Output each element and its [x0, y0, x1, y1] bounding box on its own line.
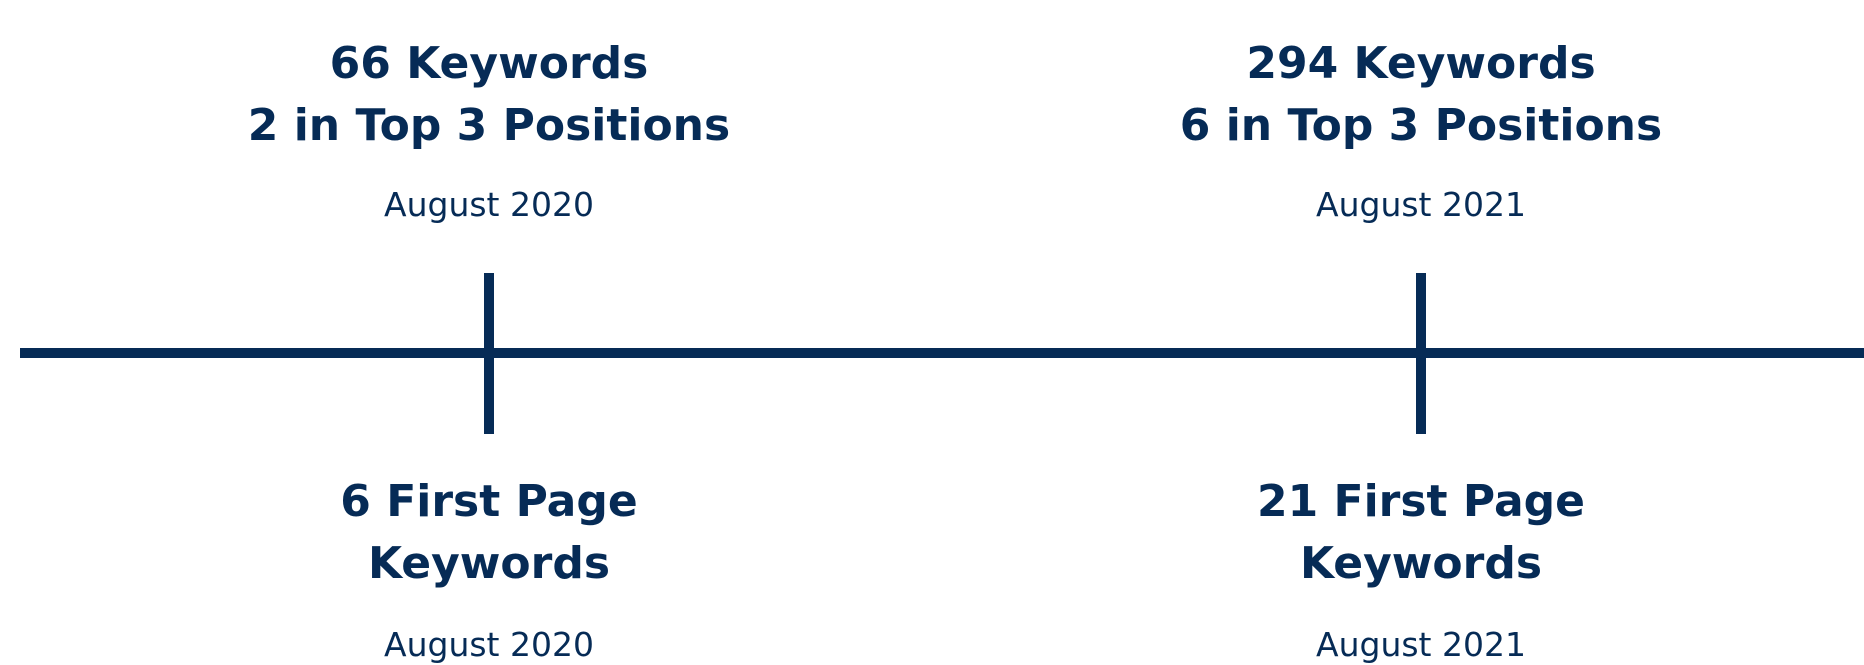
milestone-heading: 2 in Top 3 Positions: [248, 100, 730, 151]
milestone-date: August 2020: [384, 185, 594, 224]
milestone-heading: 6 First Page: [340, 476, 637, 527]
milestone-heading: 6 in Top 3 Positions: [1180, 100, 1662, 151]
milestone-date: August 2021: [1316, 625, 1526, 664]
milestone-date: August 2020: [384, 625, 594, 664]
milestone-date: August 2021: [1316, 185, 1526, 224]
milestone-heading: 66 Keywords: [330, 38, 649, 89]
milestone-heading: Keywords: [368, 538, 610, 589]
milestone-heading: 294 Keywords: [1246, 38, 1595, 89]
milestone-heading: Keywords: [1300, 538, 1542, 589]
milestone-heading: 21 First Page: [1257, 476, 1585, 527]
